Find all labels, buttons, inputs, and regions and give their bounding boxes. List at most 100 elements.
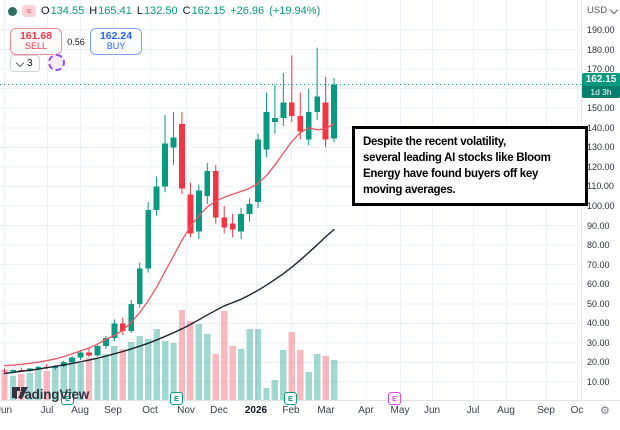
gear-icon[interactable]: ⚙	[600, 404, 610, 417]
candle-body	[263, 112, 270, 150]
sell-label: SELL	[24, 41, 48, 52]
price-axis-label: 130.00	[587, 142, 615, 153]
chart-canvas[interactable]	[0, 0, 581, 400]
candle-body	[77, 352, 84, 358]
volume-bar	[161, 341, 169, 400]
buy-label: BUY	[106, 41, 126, 52]
price-axis-label: 50.00	[587, 298, 610, 309]
close-label: C	[182, 5, 191, 17]
volume-bar	[187, 321, 194, 400]
time-axis-label: Jun	[0, 405, 13, 416]
volume-bar	[102, 354, 110, 400]
future-earnings-marker[interactable]: E	[388, 392, 401, 405]
time-axis-label-year: 2026	[244, 405, 268, 416]
candle-body	[111, 323, 118, 338]
candle-body	[255, 139, 261, 203]
time-axis-label: Oct	[142, 405, 158, 416]
low-label: L	[136, 5, 143, 17]
candle-body	[136, 268, 143, 304]
volume-bar	[254, 329, 262, 400]
currency-label: USD	[587, 5, 608, 16]
price-axis-label: 80.00	[587, 240, 610, 251]
buy-button[interactable]: 162.24 BUY	[90, 28, 142, 55]
price-axis-label: 70.00	[587, 259, 610, 270]
high-value: 165.41	[98, 5, 132, 17]
volume-bar	[136, 336, 143, 400]
candle-body	[221, 217, 228, 228]
last-price-value: 162.15	[582, 73, 620, 87]
currency-toggle[interactable]: USD	[587, 5, 619, 16]
slow-moving-average-line	[3, 228, 335, 375]
annotation-note[interactable]: Despite the recent volatility, several l…	[352, 126, 588, 206]
price-axis-label: 190.00	[587, 25, 615, 35]
candle-body	[238, 213, 244, 232]
candle-body	[60, 361, 67, 366]
dashed-circle-icon[interactable]	[48, 54, 65, 71]
price-axis-label: 150.00	[587, 103, 615, 114]
open-value: 134.55	[50, 5, 85, 17]
interval-value: 3	[27, 58, 33, 69]
time-scale[interactable]: Jun Jul Aug Sep Oct Nov Dec 2026 Feb Mar Apr May Jun…	[0, 401, 620, 420]
price-axis-label: 110.00	[587, 181, 614, 192]
tradingview-logo-icon	[12, 387, 28, 398]
high-label: H	[89, 5, 98, 17]
volume-bar	[170, 343, 177, 400]
ohlc-readout: O 134.55 H 165.41 L 132.50 C 162.15 +26.96 (…	[41, 5, 320, 17]
candle-body	[128, 303, 135, 332]
volume-bar	[77, 363, 84, 400]
candle-body	[94, 346, 101, 356]
fast-moving-average-line	[3, 123, 335, 367]
time-axis-label: Jul	[466, 405, 480, 416]
price-axis-label: 90.00	[587, 220, 610, 231]
candle-body	[305, 112, 312, 140]
time-axis-label: May	[390, 405, 410, 416]
price-axis-label: 170.00	[587, 64, 615, 75]
change-percent: (+19.94%)	[269, 5, 321, 17]
time-axis-label: Dec	[210, 405, 228, 416]
candle-body	[229, 223, 236, 230]
volume-bar	[204, 334, 211, 400]
candle-body	[1, 370, 8, 372]
candle-body	[35, 366, 42, 369]
time-axis-label: Sep	[104, 405, 122, 416]
bar-countdown: 1d 3h	[582, 86, 620, 99]
time-axis-label: Jun	[423, 405, 441, 416]
candle-body	[10, 370, 16, 372]
order-panel: 161.68 SELL 0.56 162.24 BUY	[10, 28, 142, 55]
volume-bar	[60, 364, 67, 400]
time-axis-label: Sep	[537, 405, 555, 416]
last-price-tag: 162.15 1d 3h	[582, 73, 620, 99]
volume-bar	[52, 366, 59, 400]
candle-body	[86, 352, 92, 356]
time-axis-label: Apr	[358, 405, 374, 416]
market-status-icon	[8, 6, 17, 16]
price-axis-label: 30.00	[587, 337, 610, 348]
volume-bar	[68, 361, 76, 400]
volume-bar	[1, 372, 8, 400]
candle-body	[280, 102, 287, 119]
axis-separator-vertical	[581, 0, 582, 418]
earnings-marker[interactable]: E	[284, 392, 297, 405]
price-scale[interactable]: USD 190.00180.00170.00160.00150.00140.00…	[582, 0, 620, 400]
chevron-down-icon	[609, 5, 619, 14]
time-axis-label: Aug	[497, 405, 515, 416]
tradingview-logo[interactable]: TradingView	[12, 387, 89, 402]
candle-body	[204, 170, 211, 197]
volume-bar	[85, 358, 93, 400]
volume-bar	[195, 324, 203, 400]
candle-body	[288, 102, 295, 117]
volume-bar	[43, 371, 50, 400]
volume-bar	[111, 346, 118, 400]
time-axis-label: Jul	[40, 405, 54, 416]
price-axis-label: 180.00	[587, 44, 615, 55]
sell-button[interactable]: 161.68 SELL	[10, 28, 62, 55]
candle-body	[272, 118, 278, 122]
volume-bar	[153, 329, 160, 400]
time-axis-label: Feb	[282, 405, 300, 416]
time-axis-label: Mar	[317, 405, 335, 416]
earnings-marker[interactable]: E	[61, 392, 74, 405]
earnings-marker[interactable]: E	[170, 392, 183, 405]
interval-dropdown[interactable]: 3	[10, 55, 40, 72]
volume-bar	[221, 311, 228, 400]
